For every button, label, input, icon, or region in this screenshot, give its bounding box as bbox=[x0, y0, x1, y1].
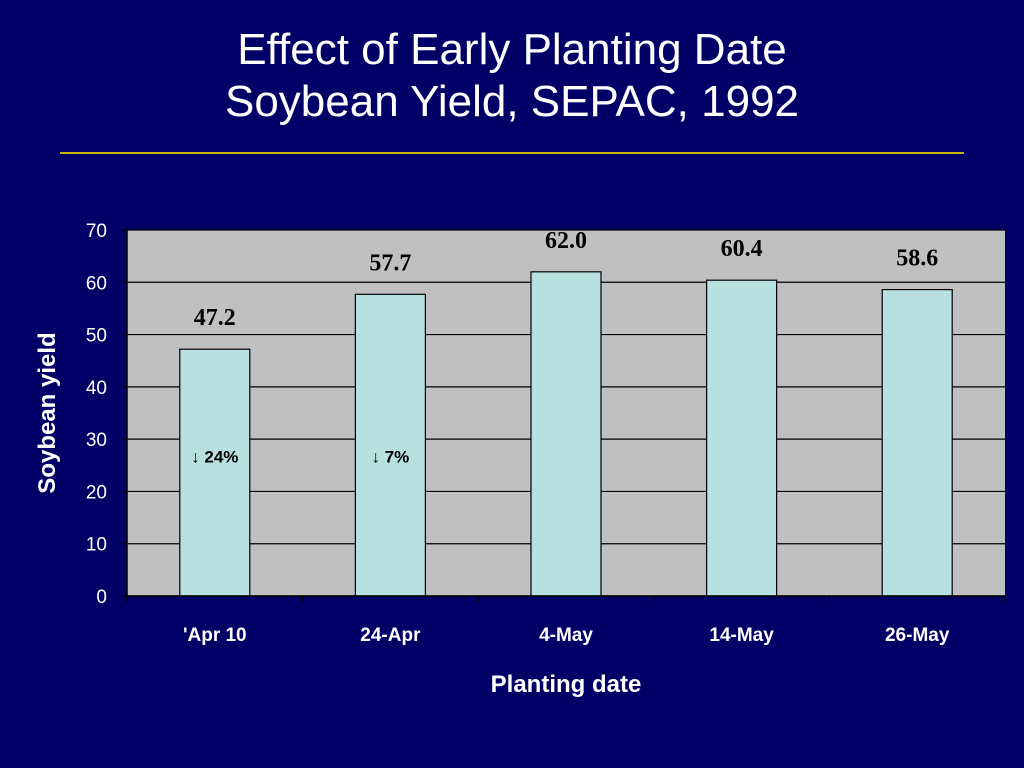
bar bbox=[705, 279, 778, 597]
y-tick-label: 30 bbox=[86, 430, 107, 451]
value-labels: 47.2 57.7 62.0 60.4 58.6 bbox=[194, 228, 938, 331]
slide-title: Effect of Early Planting Date Soybean Yi… bbox=[0, 24, 1024, 128]
y-tick-label: 10 bbox=[86, 535, 107, 556]
title-line-2: Soybean Yield, SEPAC, 1992 bbox=[224, 77, 800, 126]
value-label: 57.7 bbox=[369, 250, 411, 276]
x-tick-label: 'Apr 10 bbox=[183, 625, 247, 646]
bars bbox=[179, 271, 953, 597]
axes bbox=[126, 230, 1005, 597]
bar bbox=[179, 348, 251, 597]
y-tick-labels: 0 10 20 30 40 50 60 70 bbox=[86, 221, 107, 608]
y-tick-label: 50 bbox=[86, 326, 107, 347]
annotations: ↓ 24% ↓ 7% bbox=[191, 448, 409, 467]
value-label: 47.2 bbox=[194, 305, 236, 331]
y-tick-label: 70 bbox=[86, 221, 107, 242]
x-axis-title: Planting date bbox=[491, 671, 642, 698]
y-tick-label: 20 bbox=[86, 482, 107, 503]
y-tick-label: 60 bbox=[86, 273, 107, 294]
x-tick-label: 26-May bbox=[885, 625, 950, 646]
title-underline bbox=[60, 152, 964, 154]
x-tick-label: 24-Apr bbox=[360, 625, 421, 646]
value-label: 58.6 bbox=[896, 246, 938, 272]
x-tick-labels: 'Apr 10 24-Apr 4-May 14-May 26-May bbox=[183, 625, 950, 646]
y-tick-label: 0 bbox=[96, 587, 107, 608]
annotation-label: ↓ 24% bbox=[191, 448, 238, 467]
y-tick-label: 40 bbox=[86, 378, 107, 399]
x-tick-label: 14-May bbox=[709, 625, 774, 646]
bar bbox=[530, 271, 602, 597]
x-tick-label: 4-May bbox=[539, 625, 593, 646]
value-label: 60.4 bbox=[721, 236, 763, 262]
y-axis-title: Soybean yield bbox=[34, 332, 61, 493]
bar bbox=[354, 293, 426, 597]
bar bbox=[881, 289, 953, 597]
value-label: 62.0 bbox=[545, 228, 587, 254]
annotation-label: ↓ 7% bbox=[372, 448, 410, 467]
title-line-1: Effect of Early Planting Date bbox=[237, 25, 787, 74]
